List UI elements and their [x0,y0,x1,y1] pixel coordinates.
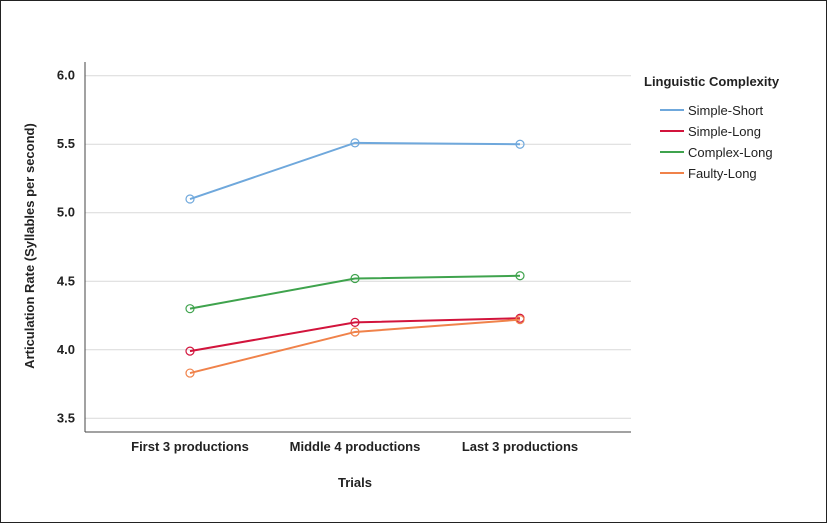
series-line [189,318,521,375]
legend-entry: Simple-Short [688,103,764,118]
legend-entry: Simple-Long [688,124,761,139]
data-point [350,317,360,327]
axes [84,62,631,433]
data-point [515,315,525,325]
data-point [185,346,195,356]
legend-entry: Complex-Long [688,145,773,160]
y-tick-label: 5.5 [57,136,75,151]
data-point [185,194,195,204]
x-axis-title: Trials [338,475,372,490]
data-point [350,138,360,148]
x-tick-labels: First 3 productions Middle 4 productions L… [131,439,578,454]
series-line [189,141,521,200]
data-point [515,271,525,281]
series-line [189,317,521,353]
data-point [350,273,360,284]
y-tick-label: 4.0 [57,342,75,357]
data-point [350,327,360,337]
data-point [515,139,525,149]
legend-title: Linguistic Complexity [644,74,780,89]
gridlines [85,75,631,419]
legend: Simple-Short Simple-Long Complex-Long Fault… [660,103,773,181]
y-tick-labels: 3.5 4.0 4.5 5.0 5.5 6.0 [57,68,75,426]
series-simple-long [185,313,525,356]
y-axis-title: Articulation Rate (Syllables per second) [22,123,37,369]
y-tick-label: 4.5 [57,273,75,288]
series-faulty-long [185,315,525,378]
x-tick-label: Middle 4 productions [290,439,421,454]
legend-entry: Faulty-Long [688,166,757,181]
series-line [189,274,521,310]
series-simple-short [185,138,525,204]
y-tick-label: 5.0 [57,205,75,220]
series-complex-long [185,271,525,314]
data-point [185,368,195,378]
y-tick-label: 6.0 [57,68,75,83]
series-lines [185,138,525,378]
y-tick-label: 3.5 [57,410,75,425]
x-tick-label: Last 3 productions [462,439,578,454]
x-tick-label: First 3 productions [131,439,249,454]
data-point [185,304,195,314]
